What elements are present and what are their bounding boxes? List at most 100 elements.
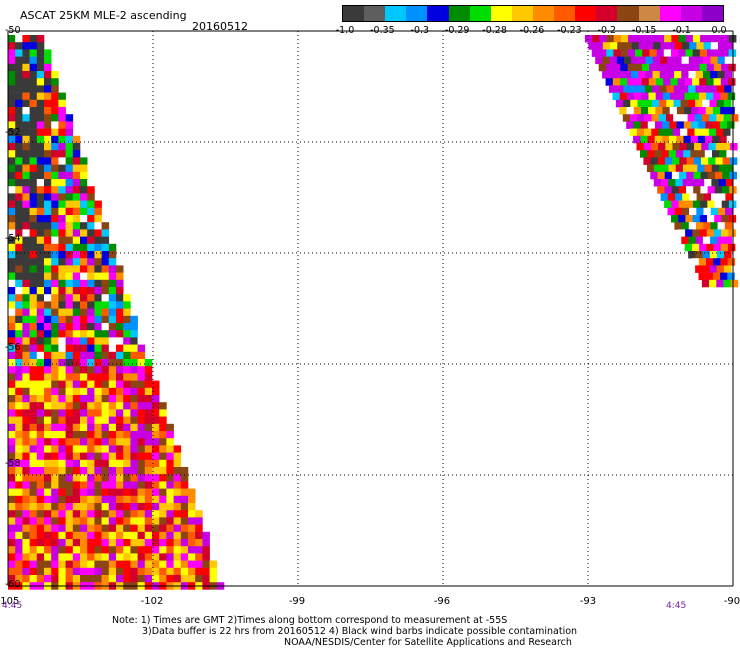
swath-cell — [722, 157, 731, 165]
swath-cell — [620, 78, 628, 86]
swath-cell — [137, 344, 146, 353]
swath-cell — [22, 481, 30, 489]
swath-cell — [29, 272, 38, 281]
swath-cell — [159, 445, 167, 453]
swath-cell — [159, 423, 167, 432]
swath-cell — [15, 546, 23, 554]
swath-cell — [22, 63, 30, 72]
swath-cell — [8, 445, 16, 453]
swath-cell — [65, 503, 74, 511]
swath-cell — [58, 351, 66, 360]
swath-cell — [101, 337, 110, 345]
swath-cell — [173, 546, 182, 554]
swath-cell — [152, 409, 160, 417]
swath-cell — [716, 265, 725, 273]
swath-cell — [36, 35, 45, 43]
map-date: 20160512 — [192, 20, 248, 33]
swath-cell — [116, 294, 124, 302]
swath-cell — [58, 222, 66, 230]
swath-cell — [29, 215, 38, 223]
swath-cell — [51, 128, 59, 137]
swath-cell — [695, 85, 703, 93]
swath-cell — [15, 78, 23, 86]
swath-cell — [137, 467, 146, 475]
swath-cell — [36, 524, 45, 533]
swath-cell — [676, 150, 684, 158]
swath-cell — [101, 373, 110, 381]
swath-cell — [108, 423, 117, 432]
swath-cell — [72, 459, 81, 468]
swath-cell — [173, 467, 182, 475]
swath-cell — [15, 279, 23, 288]
swath-cell — [137, 495, 146, 504]
swath-cell — [15, 301, 23, 309]
swath-cell — [101, 380, 110, 389]
swath-cell — [8, 56, 16, 65]
swath-cell — [690, 150, 698, 158]
swath-cell — [681, 85, 689, 93]
swath-cell — [15, 63, 23, 72]
swath-cell — [36, 135, 45, 144]
swath-cell — [94, 258, 102, 266]
swath-cell — [8, 359, 16, 367]
swath-cell — [152, 546, 160, 554]
swath-cell — [15, 452, 23, 461]
swath-cell — [137, 560, 146, 569]
swath-cell — [94, 452, 102, 461]
swath-cell — [44, 128, 52, 137]
swath-cell — [36, 517, 45, 525]
swath-cell — [80, 373, 88, 381]
color-legend-bar — [342, 5, 724, 22]
swath-cell — [72, 474, 81, 482]
color-legend-swatch — [617, 6, 639, 21]
swath-cell — [684, 92, 692, 101]
swath-cell — [159, 488, 167, 497]
swath-cell — [130, 452, 138, 461]
swath-cell — [678, 186, 687, 194]
swath-cell — [202, 539, 210, 547]
swath-cell — [65, 287, 74, 295]
swath-cell — [36, 474, 45, 482]
swath-cell — [669, 121, 677, 129]
swath-cell — [703, 193, 712, 201]
swath-cell — [725, 207, 733, 216]
swath-cell — [123, 488, 131, 497]
swath-cell — [94, 359, 102, 367]
swath-cell — [101, 575, 110, 583]
swath-cell — [29, 251, 38, 259]
swath-cell — [87, 251, 95, 259]
swath-cell — [87, 351, 95, 360]
swath-cell — [673, 114, 681, 122]
swath-cell — [80, 359, 88, 367]
swath-cell — [58, 92, 66, 101]
swath-cell — [688, 236, 696, 245]
swath-cell — [123, 294, 131, 302]
swath-cell — [94, 402, 102, 410]
swath-cell — [101, 222, 110, 230]
swath-cell — [44, 560, 52, 569]
swath-cell — [22, 258, 30, 266]
swath-cell — [87, 323, 95, 331]
swath-cell — [15, 495, 23, 504]
swath-cell — [29, 567, 38, 576]
swath-cell — [22, 71, 30, 79]
swath-cell — [691, 243, 700, 252]
swath-cell — [22, 431, 30, 439]
swath-cell — [36, 467, 45, 475]
swath-cell — [116, 409, 124, 417]
swath-cell — [94, 517, 102, 525]
swath-cell — [58, 272, 66, 281]
swath-cell — [87, 258, 95, 266]
swath-cell — [72, 481, 81, 489]
swath-cell — [130, 438, 138, 446]
swath-cell — [656, 63, 664, 72]
swath-cell — [87, 308, 95, 317]
swath-cell — [29, 121, 38, 129]
swath-cell — [51, 236, 59, 245]
swath-cell — [36, 301, 45, 309]
swath-cell — [65, 121, 74, 129]
swath-cell — [15, 207, 23, 216]
swath-cell — [622, 114, 631, 122]
swath-cell — [692, 49, 701, 57]
lat-label-58: -58 — [5, 458, 21, 469]
